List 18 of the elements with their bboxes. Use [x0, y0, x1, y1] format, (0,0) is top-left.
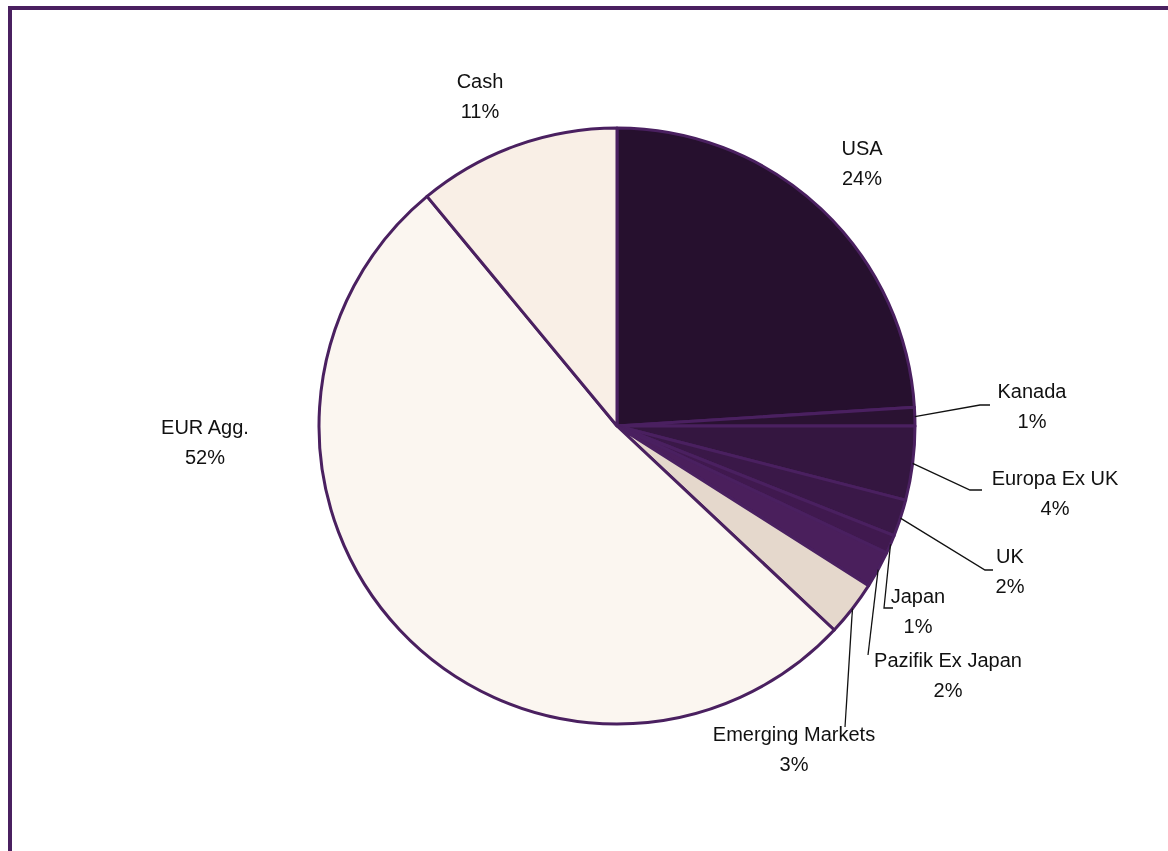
data-label: 1%	[903, 615, 933, 637]
slice-label: Kanada	[997, 380, 1068, 402]
slice-label: Cash	[456, 70, 504, 92]
slice-label: USA	[841, 137, 884, 159]
slice-label: Emerging Markets	[712, 723, 876, 745]
data-label: 4%	[1040, 497, 1070, 519]
data-label: 11%	[460, 100, 500, 122]
slice-label: Japan	[890, 585, 946, 607]
data-label: 1%	[1017, 410, 1047, 432]
data-label: 24%	[841, 167, 883, 189]
slice-label: UK	[996, 545, 1025, 567]
data-label: 3%	[779, 753, 809, 775]
slice-label: Europa Ex UK	[991, 467, 1120, 489]
data-label: 52%	[184, 446, 226, 468]
data-label: 2%	[995, 575, 1025, 597]
slice-label: Pazifik Ex Japan	[874, 649, 1022, 671]
slice-label: EUR Agg.	[161, 416, 249, 438]
data-label: 2%	[933, 679, 963, 701]
